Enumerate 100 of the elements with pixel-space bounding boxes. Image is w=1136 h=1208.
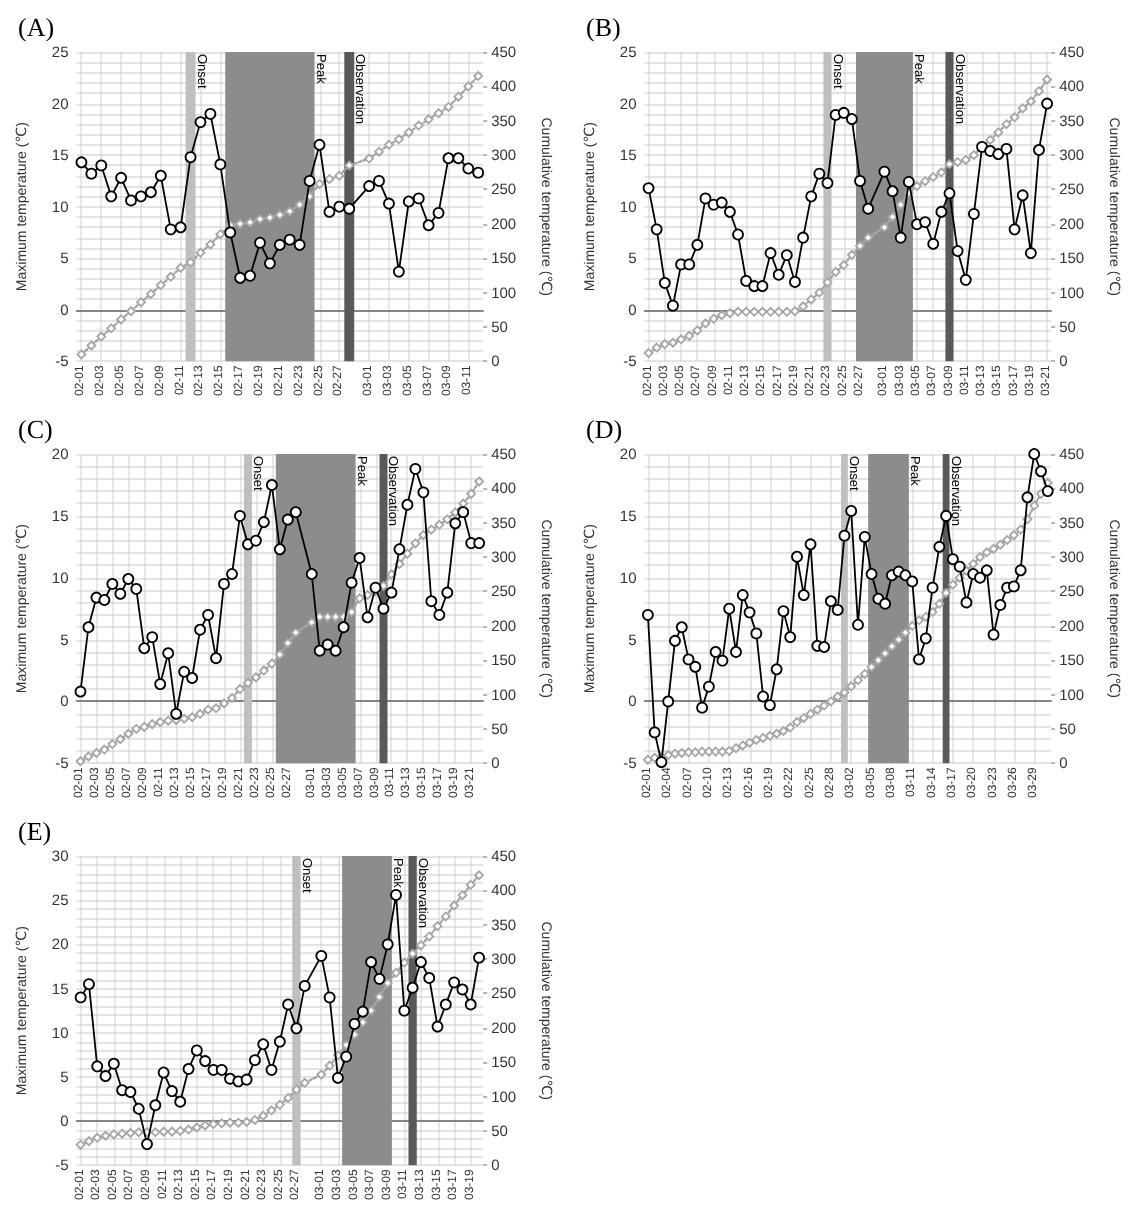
point: [696, 701, 708, 714]
point: [186, 672, 199, 684]
point: [804, 538, 817, 551]
point: [185, 257, 196, 268]
point: [144, 186, 157, 199]
point: [305, 568, 318, 580]
point: [162, 647, 175, 660]
point: [83, 978, 95, 991]
point: [205, 239, 216, 250]
point: [846, 681, 857, 692]
point: [659, 339, 670, 350]
point: [730, 646, 742, 658]
point: [771, 728, 782, 739]
point: [668, 337, 678, 348]
point: [203, 704, 213, 715]
point: [855, 240, 865, 251]
point: [676, 334, 686, 345]
point: [283, 1093, 294, 1103]
point: [453, 91, 464, 102]
point: [1028, 448, 1041, 460]
point: [340, 1050, 353, 1063]
point: [293, 238, 306, 251]
point: [131, 724, 142, 734]
point: [865, 568, 878, 580]
point: [959, 273, 972, 286]
point: [952, 157, 963, 167]
point: [122, 573, 135, 585]
point: [1015, 524, 1026, 535]
point: [975, 552, 985, 562]
point: [402, 548, 413, 559]
point: [643, 348, 654, 358]
point: [281, 513, 294, 526]
point: [709, 646, 722, 658]
point: [179, 713, 190, 724]
point: [442, 152, 455, 165]
point: [130, 582, 143, 595]
point: [265, 479, 278, 491]
point: [789, 276, 801, 288]
point: [274, 1099, 285, 1110]
point: [250, 534, 262, 547]
point: [163, 715, 174, 726]
point: [174, 1095, 187, 1108]
point: [920, 612, 931, 622]
point: [332, 1071, 344, 1084]
point: [299, 1077, 310, 1088]
point: [115, 171, 128, 184]
point: [785, 722, 796, 733]
point: [791, 550, 803, 563]
point: [392, 265, 405, 278]
point: [780, 249, 793, 262]
point: [290, 627, 301, 638]
point: [465, 879, 476, 890]
point: [214, 158, 227, 171]
point: [167, 1126, 177, 1137]
point: [211, 703, 221, 714]
point: [837, 106, 850, 119]
point: [298, 980, 311, 992]
point: [291, 1084, 302, 1095]
point: [377, 602, 390, 615]
point: [854, 174, 866, 187]
point: [441, 586, 454, 599]
point: [743, 606, 756, 619]
point: [449, 900, 460, 911]
point: [839, 687, 850, 698]
point: [155, 280, 166, 290]
point: [402, 195, 415, 208]
point: [245, 217, 255, 228]
point: [74, 991, 87, 1004]
point: [210, 652, 222, 665]
point: [341, 1040, 352, 1050]
point: [683, 258, 696, 271]
point: [314, 179, 325, 189]
point: [994, 599, 1007, 611]
point: [900, 627, 911, 638]
point: [216, 1118, 227, 1129]
point: [764, 730, 775, 741]
point: [751, 735, 762, 745]
point: [226, 568, 238, 580]
point: [919, 216, 931, 229]
point: [147, 719, 158, 730]
point: [390, 888, 402, 901]
point: [886, 641, 897, 652]
point: [641, 608, 654, 621]
point: [995, 539, 1006, 550]
point: [258, 1110, 269, 1121]
point: [294, 199, 305, 210]
point: [115, 734, 126, 745]
point: [123, 728, 134, 739]
point: [99, 744, 110, 755]
point: [1008, 223, 1021, 236]
point: [369, 581, 382, 594]
point: [373, 174, 385, 187]
point: [204, 107, 217, 120]
point: [907, 620, 918, 631]
point: [190, 1044, 203, 1057]
point: [778, 726, 789, 736]
point: [895, 199, 906, 210]
point: [149, 1099, 162, 1112]
point: [703, 746, 714, 757]
point: [1017, 103, 1028, 114]
